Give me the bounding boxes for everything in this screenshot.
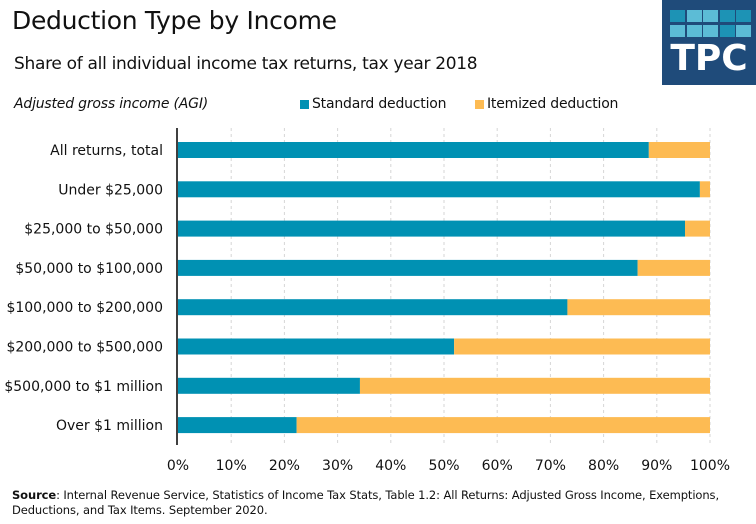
bar-standard	[178, 142, 649, 158]
x-tick-label: 30%	[322, 458, 353, 474]
bar-itemized	[684, 220, 710, 237]
chart-subtitle: Share of all individual income tax retur…	[14, 54, 478, 74]
x-tick-label: 70%	[535, 458, 566, 474]
bar-itemized	[567, 299, 710, 316]
logo-text: TPC	[670, 38, 748, 79]
bar-itemized	[359, 377, 710, 394]
x-tick-label: 10%	[216, 458, 247, 474]
x-tick-label: 40%	[375, 458, 406, 474]
bar-standard	[178, 259, 638, 276]
logo-cell	[719, 10, 735, 22]
category-labels: All returns, total Under $25,000 $25,000 t…	[4, 143, 163, 434]
bar-itemized	[296, 417, 710, 434]
legend-item-itemized: Itemized deduction	[475, 96, 618, 112]
logo-cell	[670, 24, 685, 37]
source-label: Source	[12, 488, 57, 502]
category-label: Over $1 million	[56, 418, 163, 434]
logo-cell	[736, 24, 751, 37]
x-tick-label: 80%	[588, 458, 619, 474]
bar-standard	[178, 377, 360, 394]
category-label: Under $25,000	[58, 182, 163, 198]
category-label: All returns, total	[50, 143, 163, 159]
category-label: $25,000 to $50,000	[24, 222, 163, 238]
category-label: $200,000 to $500,000	[6, 340, 163, 356]
gridlines	[230, 128, 711, 445]
logo-cell	[670, 10, 685, 22]
source-text: : Internal Revenue Service, Statistics o…	[12, 488, 720, 517]
legend-item-standard: Standard deduction	[300, 96, 447, 112]
logo-cell	[703, 24, 718, 37]
x-tick-label: 50%	[428, 458, 459, 474]
x-tick-label: 20%	[269, 458, 300, 474]
bar-standard	[178, 220, 685, 237]
bar-itemized	[454, 338, 710, 355]
x-tick-label: 90%	[641, 458, 672, 474]
x-tick-labels: 0% 10% 20% 30% 40% 50% 60% 70% 80% 90% 100%	[167, 458, 730, 474]
logo-cell	[686, 24, 702, 37]
logo-cell	[719, 24, 735, 37]
legend-swatch-standard	[300, 99, 309, 109]
stacked-bar-chart: All returns, total Under $25,000 $25,000 t…	[4, 128, 730, 474]
category-label: $100,000 to $200,000	[6, 300, 163, 316]
bar-itemized	[637, 259, 710, 276]
logo-cell	[703, 10, 718, 22]
x-tick-label: 0%	[167, 458, 189, 474]
logo-cell	[736, 10, 751, 22]
category-label: $500,000 to $1 million	[4, 379, 163, 395]
chart-title: Deduction Type by Income	[12, 6, 337, 35]
legend-label-standard: Standard deduction	[312, 96, 447, 112]
category-label: $50,000 to $100,000	[15, 261, 163, 277]
bar-itemized	[648, 142, 710, 158]
x-tick-label: 100%	[690, 458, 730, 474]
bar-standard	[178, 338, 455, 355]
bar-standard	[178, 417, 297, 434]
bar-standard	[178, 299, 568, 316]
y-axis-title: Adjusted gross income (AGI)	[14, 96, 209, 112]
source-note: Source: Internal Revenue Service, Statis…	[12, 488, 752, 518]
bars	[178, 142, 710, 434]
legend-swatch-itemized	[475, 99, 484, 109]
legend-label-itemized: Itemized deduction	[487, 96, 619, 112]
logo-cell	[686, 10, 702, 22]
x-tick-label: 60%	[482, 458, 513, 474]
bar-itemized	[699, 181, 710, 198]
bar-standard	[178, 181, 700, 198]
tpc-logo-icon: TPC	[662, 0, 756, 85]
